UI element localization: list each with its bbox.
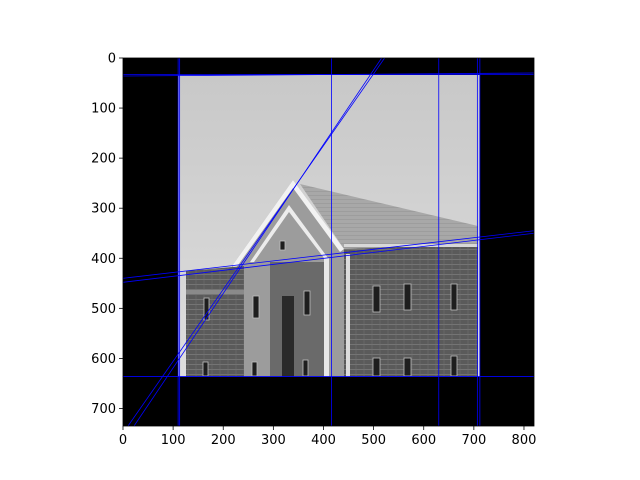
y-tick-label: 400 [91,252,116,267]
brick-wall-right [344,244,478,377]
y-tick-label: 600 [91,352,116,367]
building-photo [178,75,480,377]
light-pilaster-2 [346,254,350,377]
detected-line-12 [127,58,385,426]
axes-frame [122,57,535,427]
x-tick-label: 100 [161,433,186,448]
detected-lines [123,58,534,426]
detected-line-11 [123,232,534,283]
center-tower [270,262,324,377]
gable-inner-trim [250,205,328,262]
x-axis: 0 100 200 300 400 500 600 700 800 [119,426,537,448]
detected-line-2 [123,72,534,77]
cornice [344,244,478,247]
left-wing-lintel [186,290,244,294]
x-tick-label: 600 [411,433,436,448]
y-axis: 0 100 200 300 400 500 600 700 [91,52,123,417]
x-tick-label: 500 [361,433,386,448]
y-tick-label: 700 [91,402,116,417]
x-tick-label: 0 [119,433,127,448]
detected-line-10 [123,230,534,279]
entrance [282,296,294,377]
y-tick-label: 300 [91,202,116,217]
roof [300,184,478,249]
brick-wall-left [186,266,244,377]
y-tick-label: 200 [91,152,116,167]
windows [202,240,458,377]
detected-line-13 [133,58,382,426]
y-tick-label: 0 [108,52,116,67]
y-tick-label: 500 [91,302,116,317]
plot-area [123,58,534,426]
x-tick-label: 300 [261,433,286,448]
x-tick-label: 800 [512,433,537,448]
gable-trim [232,180,344,268]
x-tick-label: 400 [311,433,336,448]
x-tick-label: 700 [461,433,486,448]
x-tick-label: 200 [211,433,236,448]
light-pilaster [324,258,329,377]
y-tick-label: 100 [91,102,116,117]
